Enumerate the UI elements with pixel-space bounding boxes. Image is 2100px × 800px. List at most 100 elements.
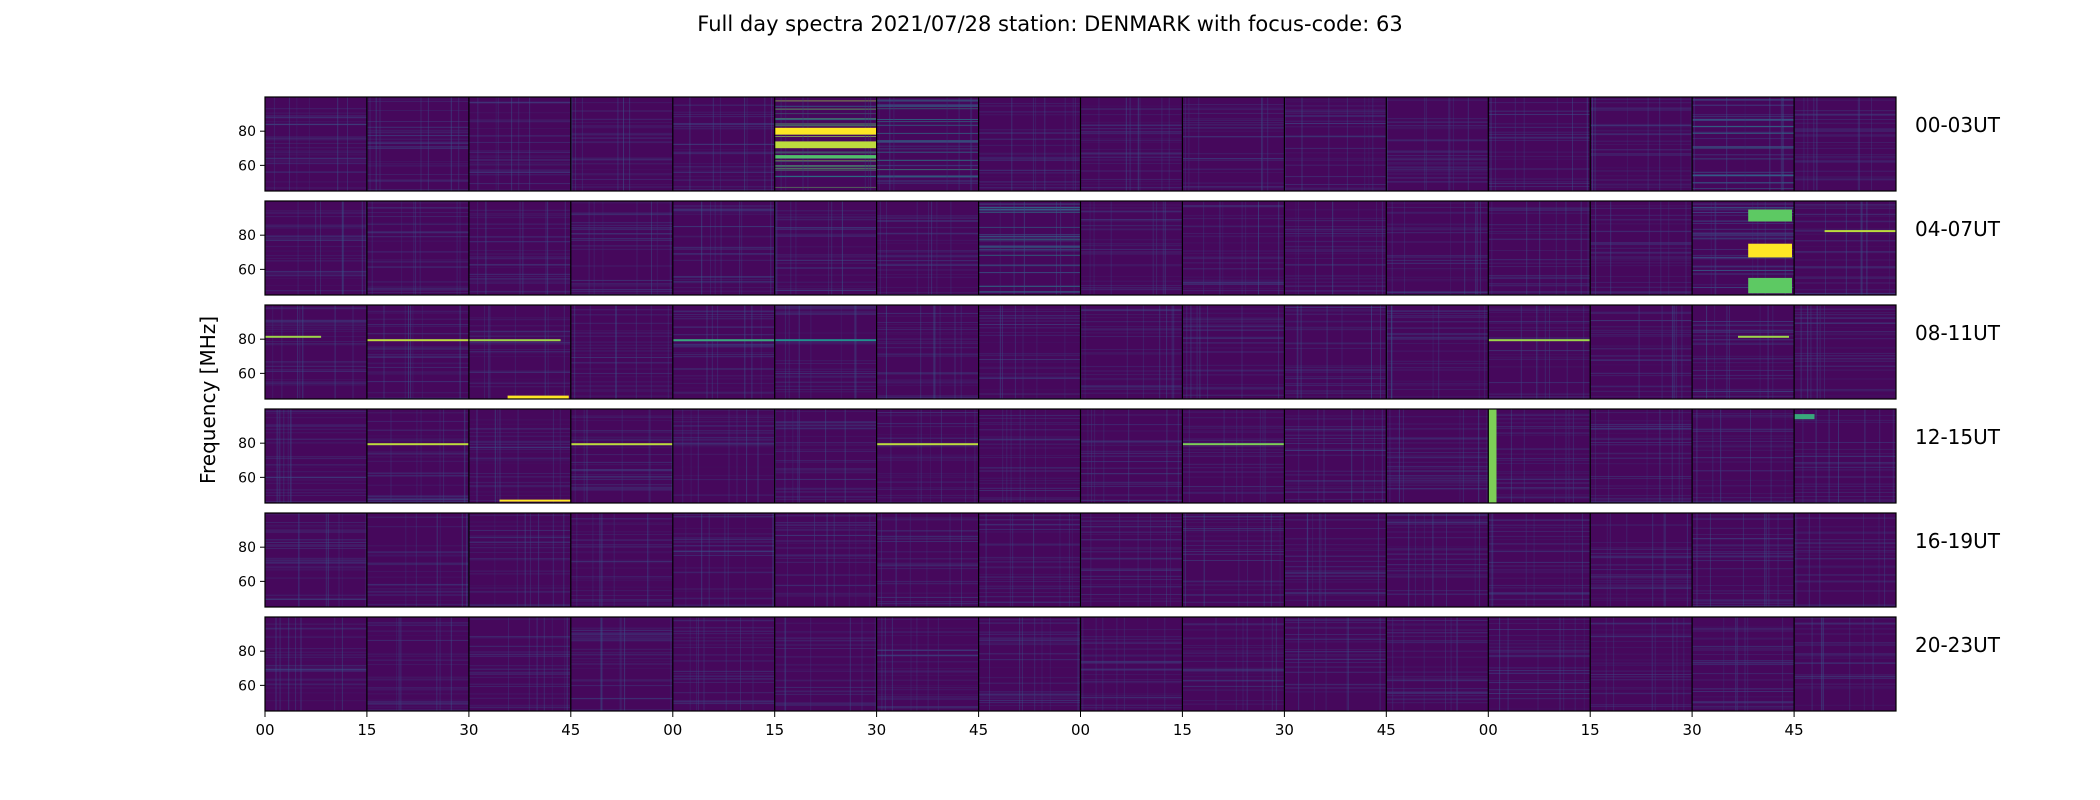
spectra-segment [1080, 617, 1183, 711]
spectra-segment [672, 97, 775, 191]
spectra-segment [570, 305, 673, 399]
spectra-segment [468, 305, 571, 399]
spectra-segment [1386, 409, 1489, 503]
spectra-segment [1080, 305, 1183, 399]
spectral-event [499, 499, 571, 502]
spectral-event [507, 395, 569, 399]
spectra-segment [1182, 305, 1285, 399]
spectra-segment [672, 201, 775, 295]
x-tick-label: 00 [663, 721, 682, 739]
spectra-segment [1590, 409, 1693, 503]
spectra-segment [1284, 201, 1387, 295]
spectra-segment [876, 617, 979, 711]
spectra-segment [1590, 201, 1693, 295]
spectra-segment [1590, 617, 1693, 711]
spectra-segment [978, 409, 1081, 503]
spectra-segment [774, 305, 877, 399]
spectra-segment [1590, 513, 1693, 607]
spectra-segment [1488, 617, 1591, 711]
spectra-segment [265, 513, 367, 607]
spectra-segment [876, 97, 979, 191]
row-time-label: 16-19UT [1915, 529, 2001, 553]
spectral-event [1748, 277, 1792, 294]
y-tick-label: 80 [238, 332, 256, 348]
spectra-segment [1182, 513, 1285, 607]
x-tick-label: 30 [1275, 721, 1294, 739]
spectral-event [366, 443, 469, 446]
spectra-segment [672, 513, 775, 607]
y-tick-label: 80 [238, 436, 256, 452]
spectra-segment [672, 409, 775, 503]
spectra-segment [1080, 409, 1183, 503]
spectra-segment [570, 97, 673, 191]
y-tick-label: 80 [238, 228, 256, 244]
spectra-segment [1386, 305, 1489, 399]
y-axis-label: Frequency [MHz] [196, 316, 220, 484]
chart-title: Full day spectra 2021/07/28 station: DEN… [697, 12, 1403, 36]
x-tick-label: 45 [561, 721, 580, 739]
spectra-segment [366, 617, 469, 711]
spectral-event [1182, 443, 1285, 446]
spectra-segment [978, 617, 1081, 711]
spectral-event [876, 443, 979, 446]
spectral-event [468, 339, 561, 342]
spectra-segment [1590, 97, 1693, 191]
spectra-segment [366, 201, 469, 295]
spectra-segment [876, 513, 979, 607]
x-tick-label: 45 [1377, 721, 1396, 739]
spectra-segment [468, 97, 571, 191]
spectra-segment [1386, 513, 1489, 607]
spectra-segment [1488, 97, 1591, 191]
spectra-segment [978, 201, 1081, 295]
x-tick-label: 15 [1581, 721, 1600, 739]
spectra-segment [265, 305, 367, 399]
spectra-segment [570, 201, 673, 295]
y-tick-label: 60 [238, 470, 256, 486]
spectra-segment [1284, 617, 1387, 711]
spectra-segment [570, 513, 673, 607]
spectra-panel-frame [264, 408, 1897, 504]
spectral-event [774, 155, 877, 159]
spectra-panels: 60 80 00-03UT 60 80 04-07UT 60 80 08-11UT 60 80 12-… [238, 96, 2001, 712]
spectra-segment [366, 409, 469, 503]
spectra-segment [1692, 409, 1795, 503]
spectra-segment [1182, 97, 1285, 191]
spectral-event [1824, 230, 1896, 233]
spectral-event [1738, 335, 1789, 338]
spectra-segment [366, 97, 469, 191]
spectra-segment [468, 513, 571, 607]
spectra-segment [1794, 409, 1896, 503]
x-tick-label: 15 [765, 721, 784, 739]
x-tick-label: 15 [1173, 721, 1192, 739]
spectra-segment [978, 97, 1081, 191]
spectra-segment [1080, 201, 1183, 295]
spectra-segment [774, 617, 877, 711]
row-time-label: 08-11UT [1915, 321, 2001, 345]
spectral-event [774, 339, 877, 342]
x-tick-label: 00 [1071, 721, 1090, 739]
spectra-segment [1284, 305, 1387, 399]
row-time-label: 20-23UT [1915, 633, 2001, 657]
y-tick-label: 60 [238, 262, 256, 278]
spectra-segment [1386, 201, 1489, 295]
spectra-segment [1692, 617, 1795, 711]
spectra-segment [1794, 97, 1896, 191]
spectra-segment [1284, 409, 1387, 503]
spectra-segment [1080, 97, 1183, 191]
spectral-event [774, 141, 877, 149]
spectral-event [672, 339, 775, 342]
row-time-label: 12-15UT [1915, 425, 2001, 449]
y-tick-label: 80 [238, 540, 256, 556]
spectral-event [774, 127, 877, 135]
x-tick-label: 45 [1785, 721, 1804, 739]
y-tick-label: 60 [238, 366, 256, 382]
x-tick-label: 45 [969, 721, 988, 739]
y-tick-label: 60 [238, 678, 256, 694]
spectra-segment [1488, 513, 1591, 607]
spectra-segment [774, 513, 877, 607]
y-tick-label: 80 [238, 644, 256, 660]
row-time-label: 00-03UT [1915, 113, 2001, 137]
spectra-segment [1386, 617, 1489, 711]
spectra-segment [265, 617, 367, 711]
